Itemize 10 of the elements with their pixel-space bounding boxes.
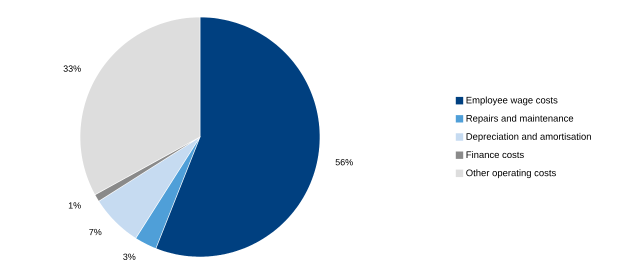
legend-label: Depreciation and amortisation bbox=[466, 132, 591, 142]
legend-label: Repairs and maintenance bbox=[466, 114, 574, 124]
data-label: 33% bbox=[64, 65, 81, 72]
data-label: 1% bbox=[68, 202, 81, 209]
data-label: 3% bbox=[123, 254, 136, 260]
data-label: 56% bbox=[336, 159, 353, 166]
data-label: 7% bbox=[89, 228, 102, 236]
legend-label: Employee wage costs bbox=[466, 96, 558, 106]
legend-label: Finance costs bbox=[466, 151, 524, 158]
legend-label: Other operating costs bbox=[466, 169, 556, 178]
